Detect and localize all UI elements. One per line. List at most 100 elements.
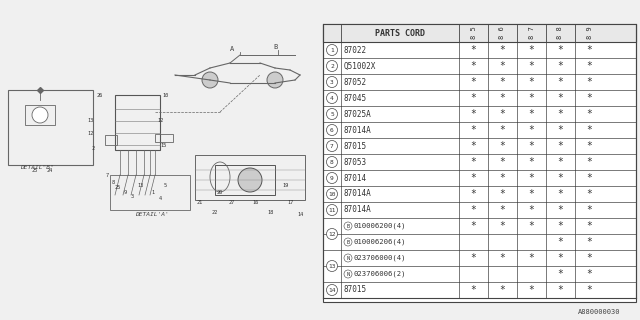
Text: *: * — [470, 285, 476, 295]
Circle shape — [326, 108, 337, 119]
Text: *: * — [470, 141, 476, 151]
Text: 12: 12 — [328, 231, 336, 236]
Text: 9: 9 — [330, 175, 334, 180]
Bar — [115, 95, 160, 150]
Text: *: * — [470, 189, 476, 199]
Circle shape — [267, 72, 283, 88]
Text: 25: 25 — [115, 185, 121, 189]
Text: *: * — [587, 77, 593, 87]
Text: 12: 12 — [87, 131, 93, 135]
Bar — [110, 175, 190, 210]
Text: *: * — [557, 221, 563, 231]
Text: *: * — [557, 125, 563, 135]
Text: 3: 3 — [330, 79, 334, 84]
Circle shape — [326, 284, 337, 295]
Text: *: * — [500, 45, 506, 55]
Text: 8 5: 8 5 — [470, 27, 477, 39]
Text: 6: 6 — [330, 127, 334, 132]
Text: *: * — [529, 61, 534, 71]
Circle shape — [32, 107, 48, 123]
Text: 25: 25 — [32, 167, 38, 172]
Text: *: * — [529, 221, 534, 231]
Text: 13: 13 — [87, 117, 93, 123]
Text: 8 8: 8 8 — [557, 27, 563, 39]
Circle shape — [326, 44, 337, 55]
Text: *: * — [470, 253, 476, 263]
Circle shape — [344, 270, 352, 278]
Text: 4: 4 — [330, 95, 334, 100]
Text: *: * — [500, 93, 506, 103]
Text: 21: 21 — [197, 199, 203, 204]
Text: *: * — [500, 157, 506, 167]
Circle shape — [326, 76, 337, 87]
Text: *: * — [557, 141, 563, 151]
Text: *: * — [529, 45, 534, 55]
Text: *: * — [557, 285, 563, 295]
Text: B: B — [346, 239, 349, 244]
Text: *: * — [470, 61, 476, 71]
Text: 8 6: 8 6 — [499, 27, 506, 39]
Bar — [155, 134, 173, 142]
Text: *: * — [557, 253, 563, 263]
Circle shape — [326, 228, 337, 239]
Text: *: * — [587, 173, 593, 183]
Text: 87045: 87045 — [344, 93, 367, 102]
Text: 13: 13 — [137, 182, 143, 188]
Text: *: * — [500, 285, 506, 295]
Text: 15: 15 — [160, 142, 166, 148]
Text: *: * — [470, 109, 476, 119]
Text: B: B — [273, 44, 277, 50]
Text: N: N — [346, 255, 349, 260]
Text: *: * — [557, 61, 563, 71]
Text: 8 7: 8 7 — [529, 27, 534, 39]
Text: 5: 5 — [163, 182, 166, 188]
Text: 18: 18 — [267, 210, 273, 214]
Text: 14: 14 — [328, 287, 336, 292]
Text: A: A — [230, 46, 234, 52]
Text: 2: 2 — [92, 146, 95, 150]
Text: A880000030: A880000030 — [577, 309, 620, 315]
Text: 87014A: 87014A — [344, 189, 372, 198]
Text: 87014A: 87014A — [344, 125, 372, 134]
Circle shape — [326, 60, 337, 71]
Text: 11: 11 — [328, 207, 336, 212]
Text: 87025A: 87025A — [344, 109, 372, 118]
Text: 87053: 87053 — [344, 157, 367, 166]
Text: *: * — [587, 237, 593, 247]
Text: 4: 4 — [159, 196, 161, 201]
Bar — [215, 165, 275, 195]
Circle shape — [326, 188, 337, 199]
Circle shape — [326, 140, 337, 151]
Text: *: * — [500, 189, 506, 199]
Text: *: * — [500, 77, 506, 87]
Text: PARTS CORD: PARTS CORD — [375, 28, 425, 37]
Text: 7: 7 — [330, 143, 334, 148]
Text: DETAIL'A': DETAIL'A' — [135, 212, 169, 217]
Text: *: * — [470, 125, 476, 135]
Circle shape — [344, 222, 352, 230]
Text: *: * — [587, 141, 593, 151]
Text: *: * — [557, 269, 563, 279]
Text: 12: 12 — [157, 117, 163, 123]
Circle shape — [344, 238, 352, 246]
Text: Q51002X: Q51002X — [344, 61, 376, 70]
Text: *: * — [557, 109, 563, 119]
Text: *: * — [500, 253, 506, 263]
Text: 14: 14 — [297, 212, 303, 218]
Text: *: * — [587, 189, 593, 199]
Bar — [195, 155, 305, 200]
Text: 023706006(2): 023706006(2) — [353, 271, 406, 277]
Text: *: * — [470, 93, 476, 103]
Text: 87022: 87022 — [344, 45, 367, 54]
Text: 5: 5 — [330, 111, 334, 116]
Circle shape — [238, 168, 262, 192]
Circle shape — [326, 156, 337, 167]
Text: *: * — [529, 173, 534, 183]
Text: 10: 10 — [162, 92, 168, 98]
Text: *: * — [470, 173, 476, 183]
Text: *: * — [529, 93, 534, 103]
Text: DETAIL"B": DETAIL"B" — [20, 165, 54, 170]
Text: 9: 9 — [124, 189, 127, 195]
Text: *: * — [470, 45, 476, 55]
Text: *: * — [500, 221, 506, 231]
